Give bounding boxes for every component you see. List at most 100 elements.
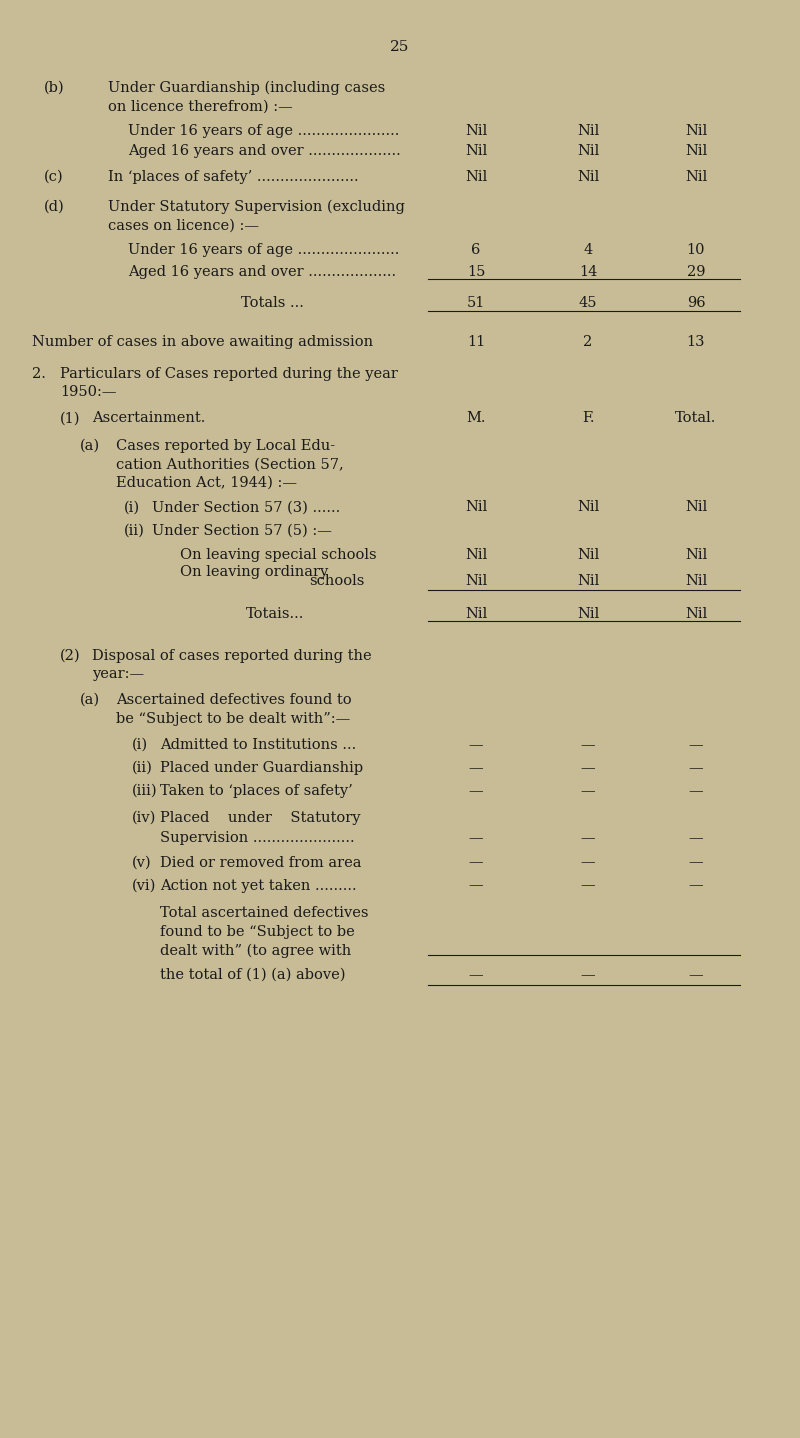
Text: Disposal of cases reported during the: Disposal of cases reported during the [92,649,372,663]
Text: —: — [581,856,595,870]
Text: Ascertained defectives found to: Ascertained defectives found to [116,693,352,707]
Text: Nil: Nil [685,574,707,588]
Text: —: — [469,856,483,870]
Text: Total.: Total. [675,411,717,426]
Text: 29: 29 [686,265,706,279]
Text: Cases reported by Local Edu-: Cases reported by Local Edu- [116,439,335,453]
Text: Placed under Guardianship: Placed under Guardianship [160,761,363,775]
Text: —: — [469,831,483,846]
Text: Nil: Nil [685,144,707,158]
Text: 51: 51 [467,296,485,311]
Text: —: — [469,761,483,775]
Text: 11: 11 [467,335,485,349]
Text: On leaving special schools: On leaving special schools [180,548,377,562]
Text: M.: M. [466,411,486,426]
Text: Nil: Nil [577,574,599,588]
Text: found to be “Subject to be: found to be “Subject to be [160,925,354,939]
Text: Under 16 years of age ......................: Under 16 years of age ..................… [128,124,399,138]
Text: Died or removed from area: Died or removed from area [160,856,362,870]
Text: Nil: Nil [577,607,599,621]
Text: Ascertainment.: Ascertainment. [92,411,206,426]
Text: —: — [689,968,703,982]
Text: 2.: 2. [32,367,46,381]
Text: In ‘places of safety’ ......................: In ‘places of safety’ ..................… [108,170,358,184]
Text: 15: 15 [467,265,485,279]
Text: Education Act, 1944) :—: Education Act, 1944) :— [116,476,297,490]
Text: cases on licence) :—: cases on licence) :— [108,219,259,233]
Text: (iii): (iii) [132,784,158,798]
Text: Number of cases in above awaiting admission: Number of cases in above awaiting admiss… [32,335,373,349]
Text: (vi): (vi) [132,879,156,893]
Text: (2): (2) [60,649,81,663]
Text: (1): (1) [60,411,81,426]
Text: F.: F. [582,411,594,426]
Text: Under Guardianship (including cases: Under Guardianship (including cases [108,81,386,95]
Text: (i): (i) [132,738,148,752]
Text: Taken to ‘places of safety’: Taken to ‘places of safety’ [160,784,353,798]
Text: Nil: Nil [465,500,487,515]
Text: Nil: Nil [685,500,707,515]
Text: Totais...: Totais... [246,607,304,621]
Text: Supervision ......................: Supervision ...................... [160,831,354,846]
Text: Under Section 57 (5) :—: Under Section 57 (5) :— [152,523,332,538]
Text: (a): (a) [80,439,100,453]
Text: —: — [469,968,483,982]
Text: (v): (v) [132,856,152,870]
Text: 14: 14 [579,265,597,279]
Text: Nil: Nil [685,607,707,621]
Text: on licence therefrom) :—: on licence therefrom) :— [108,99,293,114]
Text: Action not yet taken .........: Action not yet taken ......... [160,879,357,893]
Text: 25: 25 [390,40,410,55]
Text: Under 16 years of age ......................: Under 16 years of age ..................… [128,243,399,257]
Text: Admitted to Institutions ...: Admitted to Institutions ... [160,738,356,752]
Text: —: — [469,879,483,893]
Text: Under Statutory Supervision (excluding: Under Statutory Supervision (excluding [108,200,405,214]
Text: (i): (i) [124,500,140,515]
Text: —: — [689,879,703,893]
Text: On leaving ordinary: On leaving ordinary [180,565,328,580]
Text: Placed    under    Statutory: Placed under Statutory [160,811,361,825]
Text: Aged 16 years and over ....................: Aged 16 years and over .................… [128,144,401,158]
Text: —: — [689,784,703,798]
Text: —: — [689,831,703,846]
Text: schools: schools [309,574,364,588]
Text: (ii): (ii) [132,761,153,775]
Text: Under Section 57 (3) ......: Under Section 57 (3) ...... [152,500,340,515]
Text: Nil: Nil [577,124,599,138]
Text: —: — [581,879,595,893]
Text: (a): (a) [80,693,100,707]
Text: 6: 6 [471,243,481,257]
Text: 4: 4 [583,243,593,257]
Text: 10: 10 [686,243,706,257]
Text: —: — [581,968,595,982]
Text: Nil: Nil [465,170,487,184]
Text: —: — [581,831,595,846]
Text: Nil: Nil [685,170,707,184]
Text: (b): (b) [44,81,65,95]
Text: Nil: Nil [465,144,487,158]
Text: Totals ...: Totals ... [241,296,304,311]
Text: —: — [581,738,595,752]
Text: —: — [689,761,703,775]
Text: Nil: Nil [685,548,707,562]
Text: Nil: Nil [685,124,707,138]
Text: —: — [581,784,595,798]
Text: the total of (1) (a) above): the total of (1) (a) above) [160,968,346,982]
Text: Nil: Nil [577,548,599,562]
Text: Aged 16 years and over ...................: Aged 16 years and over .................… [128,265,396,279]
Text: (ii): (ii) [124,523,145,538]
Text: (d): (d) [44,200,65,214]
Text: Nil: Nil [465,607,487,621]
Text: —: — [469,784,483,798]
Text: year:—: year:— [92,667,144,682]
Text: —: — [689,738,703,752]
Text: —: — [469,738,483,752]
Text: 13: 13 [686,335,706,349]
Text: Nil: Nil [465,574,487,588]
Text: —: — [689,856,703,870]
Text: 2: 2 [583,335,593,349]
Text: Nil: Nil [577,170,599,184]
Text: Nil: Nil [577,500,599,515]
Text: Total ascertained defectives: Total ascertained defectives [160,906,369,920]
Text: Nil: Nil [465,124,487,138]
